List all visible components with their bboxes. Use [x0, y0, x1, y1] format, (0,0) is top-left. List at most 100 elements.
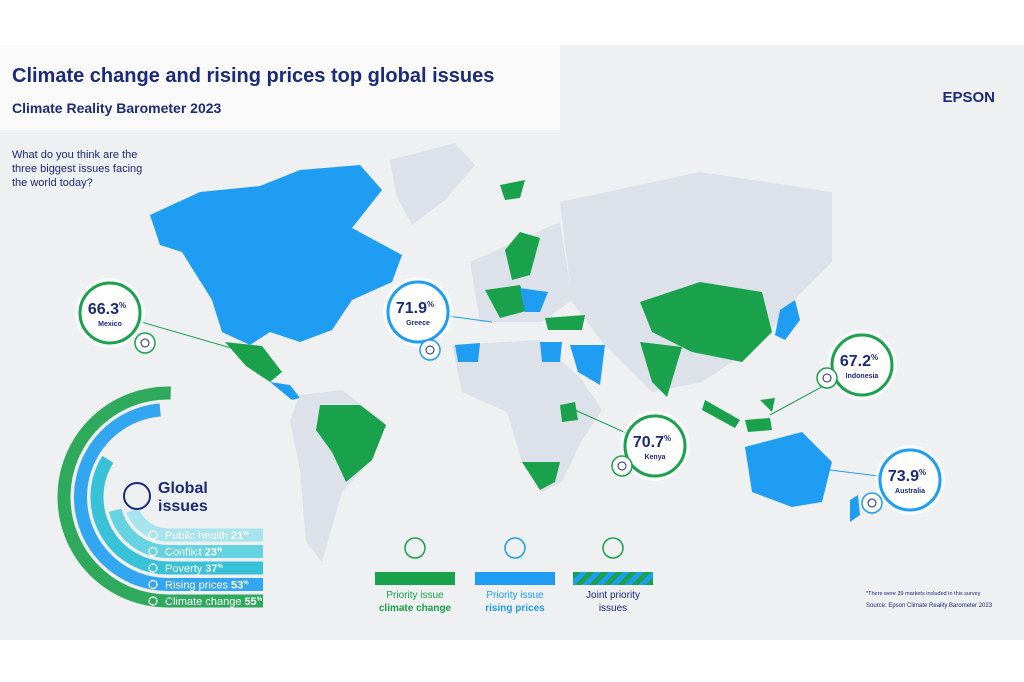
issue-unit: %	[243, 581, 249, 587]
issue-label: Public health 21%	[165, 530, 249, 542]
callout: 70.7% Kenya	[574, 409, 690, 481]
egypt	[540, 342, 562, 362]
issue-label: Rising prices 53%	[165, 580, 249, 592]
issue-value: 37	[205, 563, 217, 575]
footnote: *There were 39 markets included in this …	[866, 591, 981, 597]
issue-arc	[126, 507, 263, 542]
callout-country: Australia	[895, 488, 925, 495]
issue-icon	[148, 579, 158, 590]
source: Source: Epson Climate Reality Barometer …	[866, 603, 993, 609]
callout-icon-dot	[617, 461, 627, 471]
legend-line: issues	[599, 603, 627, 614]
australia	[745, 432, 832, 507]
legend-swatch	[573, 572, 653, 585]
issue-arc	[74, 403, 263, 591]
issue-name: Public health	[165, 530, 228, 542]
issue-value: 23	[205, 547, 217, 559]
issue-unit: %	[257, 597, 263, 603]
callout-icon-dot	[140, 338, 150, 348]
legend-icon	[404, 537, 426, 559]
new-zealand	[850, 495, 860, 522]
unit: %	[119, 301, 126, 310]
question-line: What do you think are the	[12, 149, 137, 161]
legend-icon	[504, 537, 526, 559]
callout-ring	[878, 448, 942, 512]
legend-icon	[602, 537, 624, 559]
issue-icon	[148, 596, 158, 606]
japan	[775, 300, 800, 340]
callout-icon	[134, 332, 156, 354]
legend-line: Joint priority	[586, 590, 640, 601]
china	[640, 282, 772, 362]
indonesia	[702, 398, 775, 432]
eastern-europe	[520, 288, 548, 312]
issue-arc	[90, 455, 263, 575]
callout-value: 66.3%	[88, 301, 126, 318]
issue-name: Rising prices	[165, 580, 228, 592]
callout-ring	[386, 280, 450, 344]
callout: 73.9% Australia	[829, 445, 945, 515]
callout-icon	[419, 339, 441, 361]
callout-ring	[830, 333, 894, 397]
callout: 67.2% Indonesia	[769, 330, 897, 416]
issue-unit: %	[217, 548, 223, 554]
callout-country: Kenya	[644, 454, 665, 461]
issue-icon	[148, 546, 158, 557]
global-title: issues	[158, 498, 208, 515]
morocco	[455, 343, 480, 362]
callout-ring	[623, 414, 687, 478]
callout-icon	[611, 455, 633, 477]
issue-label: Climate change 55%	[165, 596, 263, 608]
mexico	[225, 342, 282, 382]
callout-value: 67.2%	[840, 353, 878, 370]
issue-value: 55	[244, 596, 256, 608]
brand: EPSON	[942, 89, 995, 106]
callout-icon	[861, 492, 883, 514]
unit: %	[919, 468, 926, 477]
title: Climate change and rising prices top glo…	[12, 65, 494, 87]
callout-value: 73.9%	[888, 468, 926, 485]
value: 70.7	[633, 434, 664, 451]
unit: %	[427, 300, 434, 309]
greenland	[390, 143, 475, 225]
scandinavia	[505, 232, 540, 280]
saudi-arabia	[570, 345, 605, 385]
legend-swatch	[375, 572, 455, 585]
global-title: Global	[158, 480, 208, 497]
south-africa	[522, 462, 560, 490]
globe-icon	[123, 482, 151, 510]
western-europe	[485, 285, 530, 318]
callout-icon-dot	[822, 373, 832, 383]
legend-line: Priority issue	[486, 590, 544, 601]
question-line: the world today?	[12, 177, 93, 189]
callout: 71.9% Greece	[383, 277, 493, 361]
value: 71.9	[396, 300, 427, 317]
issue-value: 21	[231, 530, 243, 542]
brazil	[316, 405, 386, 482]
issue-name: Climate change	[165, 596, 241, 608]
value: 66.3	[88, 301, 119, 318]
header-band	[0, 45, 560, 130]
callout-country: Greece	[406, 320, 430, 327]
callout-ring	[78, 281, 142, 345]
central-america	[270, 382, 300, 400]
north-america	[150, 165, 402, 345]
issue-icon	[148, 530, 158, 540]
kenya	[560, 402, 578, 422]
question-line: three biggest issues facing	[12, 163, 142, 175]
turkey	[545, 315, 585, 330]
callout-icon	[816, 367, 838, 389]
legend-swatch	[475, 572, 555, 585]
legend-line: Priority issue	[386, 590, 444, 601]
callout: 66.3% Mexico	[75, 278, 246, 354]
issue-arc	[108, 508, 263, 558]
world-map	[150, 143, 860, 562]
callout-icon-dot	[425, 345, 435, 355]
issue-arc	[57, 386, 263, 608]
issue-label: Poverty 37%	[165, 563, 224, 575]
issue-unit: %	[243, 531, 249, 537]
africa	[452, 340, 602, 492]
unit: %	[664, 434, 671, 443]
